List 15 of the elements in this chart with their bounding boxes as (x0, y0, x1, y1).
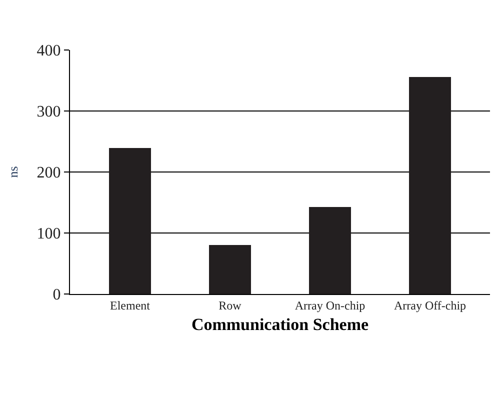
y-tick-label: 400 (36, 42, 61, 60)
y-tick-label: 300 (36, 104, 61, 121)
bar (409, 77, 451, 294)
x-tick-label: Element (110, 298, 151, 312)
y-tick-label: 100 (36, 226, 61, 243)
y-tick-label: 0 (52, 286, 61, 304)
x-tick-label: Array Off-chip (394, 298, 466, 312)
bar (109, 148, 151, 294)
bar (209, 245, 251, 294)
bar (309, 207, 351, 294)
x-tick-label: Array On-chip (294, 298, 366, 312)
y-axis-title: ns (6, 166, 21, 178)
x-tick-label: Row (218, 298, 242, 312)
x-axis-title: Communication Scheme (191, 314, 369, 334)
y-tick-label: 200 (36, 164, 61, 182)
